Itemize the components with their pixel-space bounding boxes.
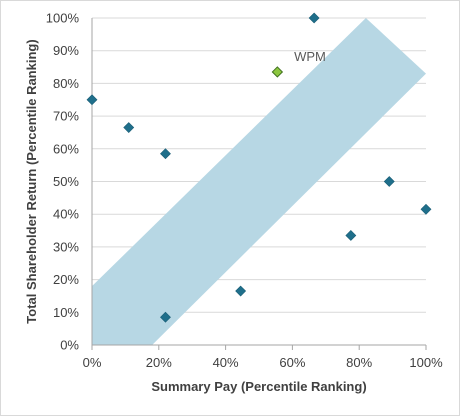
y-axis-title: Total Shareholder Return (Percentile Ran… — [24, 39, 39, 323]
target-band — [92, 18, 426, 345]
data-point — [86, 94, 98, 106]
data-point — [308, 12, 320, 24]
axes — [91, 18, 427, 350]
y-tick-label: 70% — [53, 109, 79, 124]
annotation-label: WPM — [294, 49, 326, 64]
data-point — [235, 285, 247, 297]
data-point — [160, 148, 171, 160]
data-point — [345, 230, 357, 241]
y-tick-label: 50% — [53, 174, 79, 189]
y-tick-label: 60% — [53, 141, 79, 156]
x-tick-label: 20% — [146, 355, 172, 370]
y-tick-label: 20% — [53, 272, 79, 287]
data-point — [123, 122, 135, 133]
data-point — [420, 203, 432, 215]
y-tick-label: 30% — [53, 239, 79, 254]
data-point — [160, 311, 171, 323]
y-tick-label: 90% — [53, 43, 79, 58]
y-tick-label: 0% — [60, 338, 79, 353]
highlighted-point — [271, 66, 284, 78]
x-tick-labels: 0% 20% 40% 60% 80% 100% — [83, 355, 443, 370]
x-tick-label: 80% — [346, 355, 372, 370]
data-point — [383, 176, 395, 187]
x-axis-title: Summary Pay (Percentile Ranking) — [151, 379, 366, 394]
x-tick-label: 100% — [409, 355, 443, 370]
y-tick-label: 100% — [46, 11, 80, 26]
y-tick-label: 40% — [53, 207, 79, 222]
x-tick-label: 40% — [213, 355, 239, 370]
x-tick-label: 0% — [83, 355, 102, 370]
y-tick-label: 80% — [53, 76, 79, 91]
y-tick-labels: 0% 10% 20% 30% 40% 50% 60% 70% 80% 90% 100% — [46, 11, 80, 353]
y-tick-label: 10% — [53, 305, 79, 320]
data-points — [86, 12, 432, 323]
x-tick-label: 60% — [279, 355, 305, 370]
